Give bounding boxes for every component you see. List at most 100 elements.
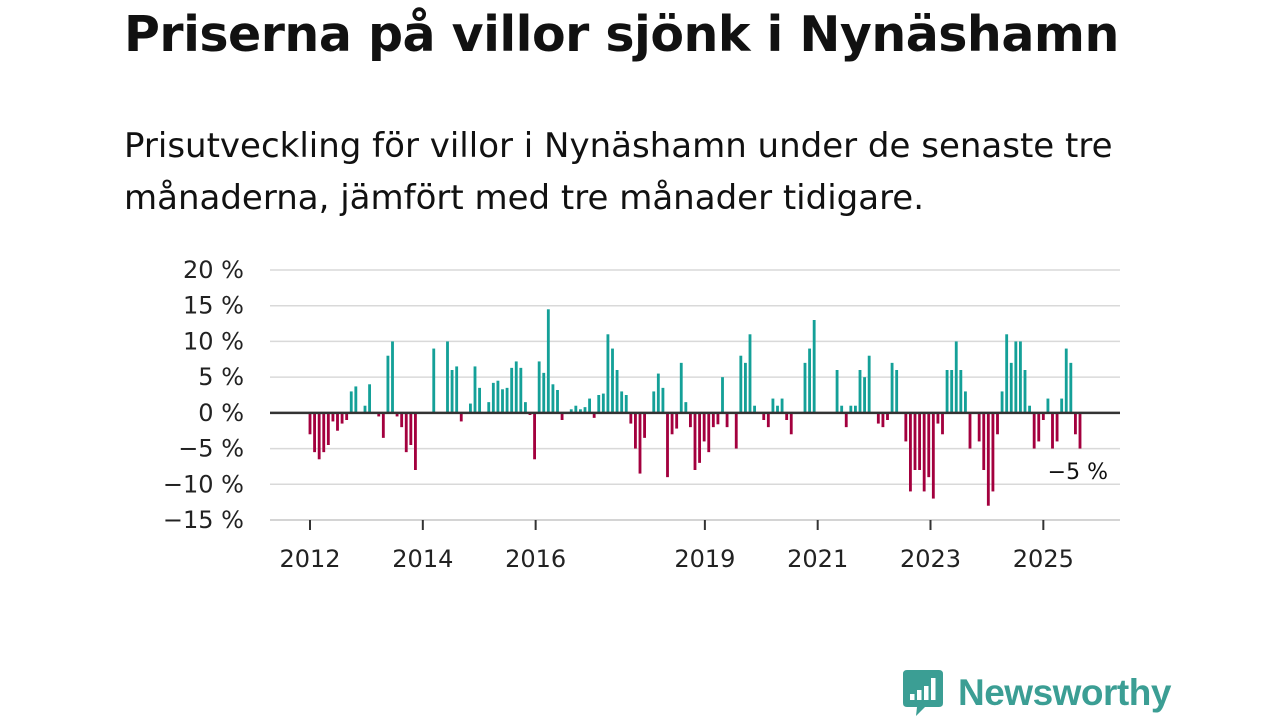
bar — [579, 409, 582, 413]
bar — [964, 391, 967, 413]
bar — [592, 412, 596, 418]
bar — [854, 405, 857, 413]
bar — [1074, 412, 1077, 435]
bar — [670, 412, 674, 435]
chart-subtitle: Prisutveckling för villor i Nynäshamn un… — [124, 126, 1113, 218]
bar — [986, 412, 990, 506]
bar — [812, 320, 816, 413]
y-axis-labels: 20 % 15 % 10 % 5 % 0 % −5 % −10 % −15 % — [163, 256, 244, 534]
newsworthy-logo: Newsworthy — [903, 670, 1171, 716]
axes — [270, 411, 1120, 521]
bar — [849, 405, 853, 413]
bar — [941, 412, 944, 435]
bar — [776, 405, 779, 413]
bar — [840, 405, 844, 413]
bar — [895, 370, 899, 413]
bar — [336, 412, 339, 431]
bar — [505, 387, 509, 413]
bar — [611, 348, 614, 413]
x-tick-label: 2019 — [674, 545, 735, 573]
bar — [748, 334, 752, 413]
bar — [725, 412, 729, 428]
bar — [643, 412, 646, 438]
bar — [519, 367, 523, 413]
bar — [698, 412, 701, 463]
bar — [656, 373, 660, 413]
bar — [1046, 398, 1050, 413]
bar — [702, 412, 706, 442]
bar — [785, 412, 789, 420]
bar — [510, 367, 514, 413]
bar — [1078, 412, 1082, 449]
bar — [909, 412, 912, 492]
bar — [689, 412, 692, 428]
bar — [789, 412, 793, 435]
bar — [400, 412, 404, 428]
bar — [326, 412, 330, 445]
bar — [762, 412, 766, 420]
bar — [844, 412, 848, 428]
bar — [551, 384, 555, 413]
bar — [629, 412, 633, 424]
bar — [354, 386, 358, 413]
bar — [1032, 412, 1036, 449]
bar — [977, 412, 981, 442]
bar — [918, 412, 921, 470]
bar — [597, 395, 601, 413]
bars — [308, 309, 1082, 506]
x-tick-label: 2021 — [787, 545, 848, 573]
bar — [1051, 412, 1054, 449]
bar — [487, 402, 491, 413]
bar — [524, 402, 527, 413]
y-tick-label: −5 % — [178, 435, 244, 463]
bar — [478, 387, 481, 413]
bar — [744, 362, 747, 413]
x-tick-label: 2023 — [900, 545, 961, 573]
bar — [753, 405, 756, 413]
bar — [368, 384, 371, 413]
bar — [982, 412, 986, 470]
bar — [835, 370, 839, 413]
bar — [1041, 412, 1045, 420]
bar — [624, 395, 628, 413]
bar — [780, 398, 784, 413]
bar — [1023, 370, 1027, 413]
bar — [313, 412, 316, 453]
y-tick-label: 10 % — [183, 327, 244, 355]
bar — [404, 412, 408, 453]
bar — [414, 412, 417, 470]
bar — [1005, 334, 1009, 413]
y-tick-label: −10 % — [163, 470, 244, 498]
bar — [391, 341, 394, 413]
bar — [931, 412, 935, 499]
bar — [395, 412, 399, 417]
bar — [560, 412, 564, 420]
bar — [409, 412, 413, 445]
bar — [771, 398, 775, 413]
bar — [954, 341, 958, 413]
bar — [991, 412, 995, 492]
bar — [904, 412, 908, 442]
bar — [890, 362, 894, 413]
y-tick-label: 5 % — [198, 363, 244, 391]
bar — [968, 412, 972, 449]
bar — [711, 412, 715, 428]
bar — [473, 366, 477, 413]
bar — [679, 362, 683, 413]
bar — [546, 309, 550, 413]
bar — [331, 412, 335, 422]
bar — [469, 403, 472, 413]
x-tick-label: 2012 — [279, 545, 340, 573]
bar — [542, 372, 546, 413]
bar — [634, 412, 637, 449]
bar — [496, 380, 500, 413]
bar — [340, 412, 344, 424]
bar — [950, 370, 954, 413]
bar — [588, 398, 591, 413]
bar — [739, 355, 743, 413]
bar — [583, 407, 587, 413]
bar — [377, 412, 381, 417]
bar — [556, 390, 559, 413]
bar — [1000, 391, 1004, 413]
bar — [881, 412, 885, 428]
